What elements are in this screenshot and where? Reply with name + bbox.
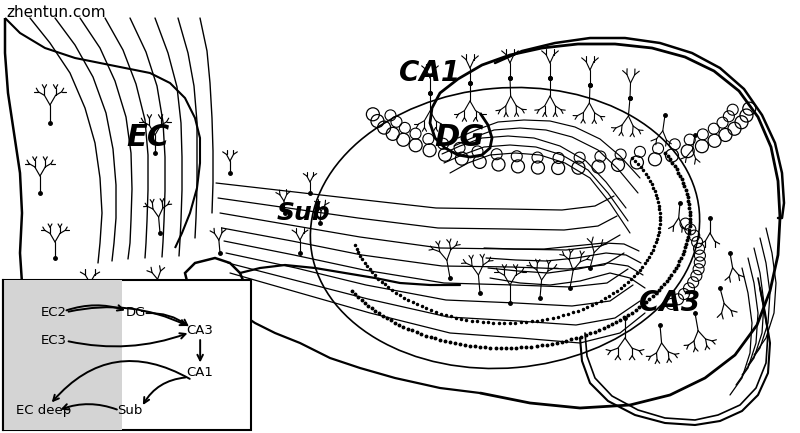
Text: CA3: CA3 bbox=[186, 324, 214, 337]
Text: zhentun.com: zhentun.com bbox=[6, 5, 106, 20]
Text: DG: DG bbox=[435, 123, 485, 152]
Text: EC deep: EC deep bbox=[16, 404, 71, 417]
Text: EC3: EC3 bbox=[41, 334, 67, 347]
Text: CA1: CA1 bbox=[186, 366, 214, 379]
FancyBboxPatch shape bbox=[3, 280, 122, 430]
Text: EC2: EC2 bbox=[41, 306, 67, 319]
Text: CA3: CA3 bbox=[639, 289, 701, 317]
Text: DG: DG bbox=[126, 306, 146, 319]
Text: CA1: CA1 bbox=[399, 59, 461, 87]
Text: Sub: Sub bbox=[276, 201, 330, 225]
Text: EC: EC bbox=[126, 123, 170, 152]
Text: Sub: Sub bbox=[117, 404, 142, 417]
FancyBboxPatch shape bbox=[3, 280, 251, 430]
